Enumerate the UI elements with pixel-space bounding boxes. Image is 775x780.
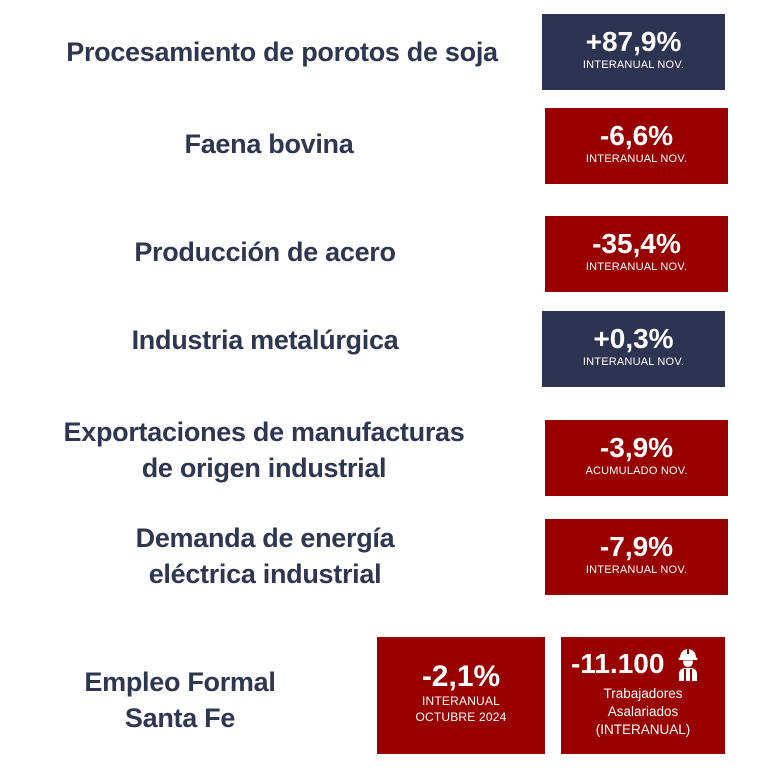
indicator-box-acero: -35,4% INTERANUAL NOV. — [545, 216, 728, 292]
employment-workers-description: Trabajadores Asalariados (INTERANUAL) — [561, 685, 725, 739]
indicator-label-line: Demanda de energía — [135, 523, 395, 553]
indicator-label-exportaciones: Exportaciones de manufacturas de origen … — [44, 414, 484, 486]
indicator-label-line: Faena bovina — [184, 129, 354, 159]
indicator-period: INTERANUAL NOV. — [585, 564, 688, 576]
indicator-label-metalurgica: Industria metalúrgica — [100, 322, 430, 358]
indicator-period: INTERANUAL NOV. — [582, 59, 685, 71]
indicator-value: +0,3% — [593, 323, 674, 354]
indicator-value: -3,9% — [599, 432, 674, 463]
indicator-label-energia: Demanda de energía eléctrica industrial — [100, 520, 430, 592]
indicator-period: INTERANUAL NOV. — [585, 261, 688, 273]
employment-workers-desc-line: Asalariados — [607, 704, 679, 719]
employment-label: Empleo Formal Santa Fe — [60, 664, 300, 736]
indicator-box-soja: +87,9% INTERANUAL NOV. — [542, 14, 725, 90]
indicator-value: -6,6% — [599, 120, 674, 151]
employment-label-line: Santa Fe — [124, 703, 236, 733]
employment-label-line: Empleo Formal — [84, 667, 276, 697]
employment-workers-box: -11.100 Trabajadores Asalariados (INTERA… — [561, 637, 725, 754]
indicator-label-line: Procesamiento de porotos de soja — [66, 37, 498, 67]
indicator-value: +87,9% — [585, 26, 682, 57]
indicator-value: -7,9% — [599, 531, 674, 562]
employment-rate-period: INTERANUAL — [421, 694, 500, 708]
indicator-label-faena: Faena bovina — [140, 126, 398, 162]
indicator-label-line: eléctrica industrial — [148, 559, 382, 589]
indicator-label-line: Exportaciones de manufacturas — [63, 417, 465, 447]
employment-workers-desc-line: Trabajadores — [603, 686, 683, 701]
indicator-period: INTERANUAL NOV. — [582, 356, 685, 368]
indicator-box-energia: -7,9% INTERANUAL NOV. — [545, 519, 728, 595]
indicator-period: INTERANUAL NOV. — [585, 153, 688, 165]
indicator-value: -35,4% — [592, 228, 681, 259]
employment-workers-value: -11.100 — [571, 648, 665, 679]
indicator-label-acero: Producción de acero — [100, 234, 430, 270]
indicator-box-metalurgica: +0,3% INTERANUAL NOV. — [542, 311, 725, 387]
indicator-label-line: Producción de acero — [134, 237, 396, 267]
employment-workers-desc-line: (INTERANUAL) — [595, 722, 691, 737]
employment-rate-period: OCTUBRE 2024 — [415, 710, 507, 724]
indicator-box-exportaciones: -3,9% ACUMULADO NOV. — [545, 420, 728, 496]
indicator-label-line: Industria metalúrgica — [131, 325, 399, 355]
indicator-label-soja: Procesamiento de porotos de soja — [30, 34, 534, 70]
indicator-box-faena: -6,6% INTERANUAL NOV. — [545, 108, 728, 184]
indicator-label-line: de origen industrial — [141, 453, 387, 483]
indicator-period: ACUMULADO NOV. — [585, 465, 688, 477]
employment-rate-box: -2,1% INTERANUAL OCTUBRE 2024 — [377, 637, 545, 754]
worker-icon — [676, 647, 700, 681]
employment-rate-value: -2,1% — [421, 660, 501, 693]
